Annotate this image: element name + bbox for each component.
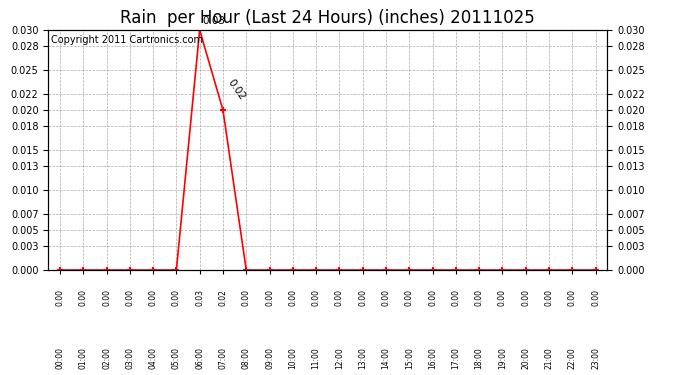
Text: 0.00: 0.00 <box>102 289 111 306</box>
Text: 07:00: 07:00 <box>219 347 228 369</box>
Text: 0.00: 0.00 <box>428 289 437 306</box>
Text: 09:00: 09:00 <box>265 347 274 369</box>
Text: 0.02: 0.02 <box>226 77 246 102</box>
Text: 11:00: 11:00 <box>312 347 321 369</box>
Text: 12:00: 12:00 <box>335 347 344 369</box>
Text: 0.00: 0.00 <box>544 289 553 306</box>
Text: 10:00: 10:00 <box>288 347 297 369</box>
Text: 0.00: 0.00 <box>405 289 414 306</box>
Text: 14:00: 14:00 <box>382 347 391 369</box>
Text: 21:00: 21:00 <box>544 347 553 369</box>
Text: 0.00: 0.00 <box>126 289 135 306</box>
Text: 0.00: 0.00 <box>312 289 321 306</box>
Text: Copyright 2011 Cartronics.com: Copyright 2011 Cartronics.com <box>51 35 203 45</box>
Text: 06:00: 06:00 <box>195 347 204 369</box>
Text: 0.00: 0.00 <box>241 289 250 306</box>
Text: 05:00: 05:00 <box>172 347 181 369</box>
Text: 15:00: 15:00 <box>405 347 414 369</box>
Text: 13:00: 13:00 <box>358 347 367 369</box>
Text: 19:00: 19:00 <box>498 347 507 369</box>
Text: 0.00: 0.00 <box>568 289 577 306</box>
Text: 02:00: 02:00 <box>102 347 111 369</box>
Text: 0.00: 0.00 <box>148 289 157 306</box>
Text: 0.00: 0.00 <box>288 289 297 306</box>
Text: 0.03: 0.03 <box>195 289 204 306</box>
Text: 0.00: 0.00 <box>335 289 344 306</box>
Text: 0.00: 0.00 <box>591 289 600 306</box>
Text: 0.00: 0.00 <box>498 289 507 306</box>
Text: 0.02: 0.02 <box>219 289 228 306</box>
Text: 18:00: 18:00 <box>475 347 484 369</box>
Text: 08:00: 08:00 <box>241 347 250 369</box>
Text: 0.00: 0.00 <box>475 289 484 306</box>
Text: 0.00: 0.00 <box>451 289 460 306</box>
Text: 0.00: 0.00 <box>55 289 64 306</box>
Text: 22:00: 22:00 <box>568 347 577 369</box>
Text: 00:00: 00:00 <box>55 347 64 369</box>
Text: 0.00: 0.00 <box>358 289 367 306</box>
Text: 04:00: 04:00 <box>148 347 157 369</box>
Text: 0.00: 0.00 <box>521 289 530 306</box>
Text: 17:00: 17:00 <box>451 347 460 369</box>
Text: 0.00: 0.00 <box>172 289 181 306</box>
Text: 0.00: 0.00 <box>382 289 391 306</box>
Text: 01:00: 01:00 <box>79 347 88 369</box>
Text: 23:00: 23:00 <box>591 347 600 369</box>
Text: 03:00: 03:00 <box>126 347 135 369</box>
Title: Rain  per Hour (Last 24 Hours) (inches) 20111025: Rain per Hour (Last 24 Hours) (inches) 2… <box>120 9 535 27</box>
Text: 0.00: 0.00 <box>79 289 88 306</box>
Text: 0.00: 0.00 <box>265 289 274 306</box>
Text: 16:00: 16:00 <box>428 347 437 369</box>
Text: 0.03: 0.03 <box>202 16 226 26</box>
Text: 20:00: 20:00 <box>521 347 530 369</box>
